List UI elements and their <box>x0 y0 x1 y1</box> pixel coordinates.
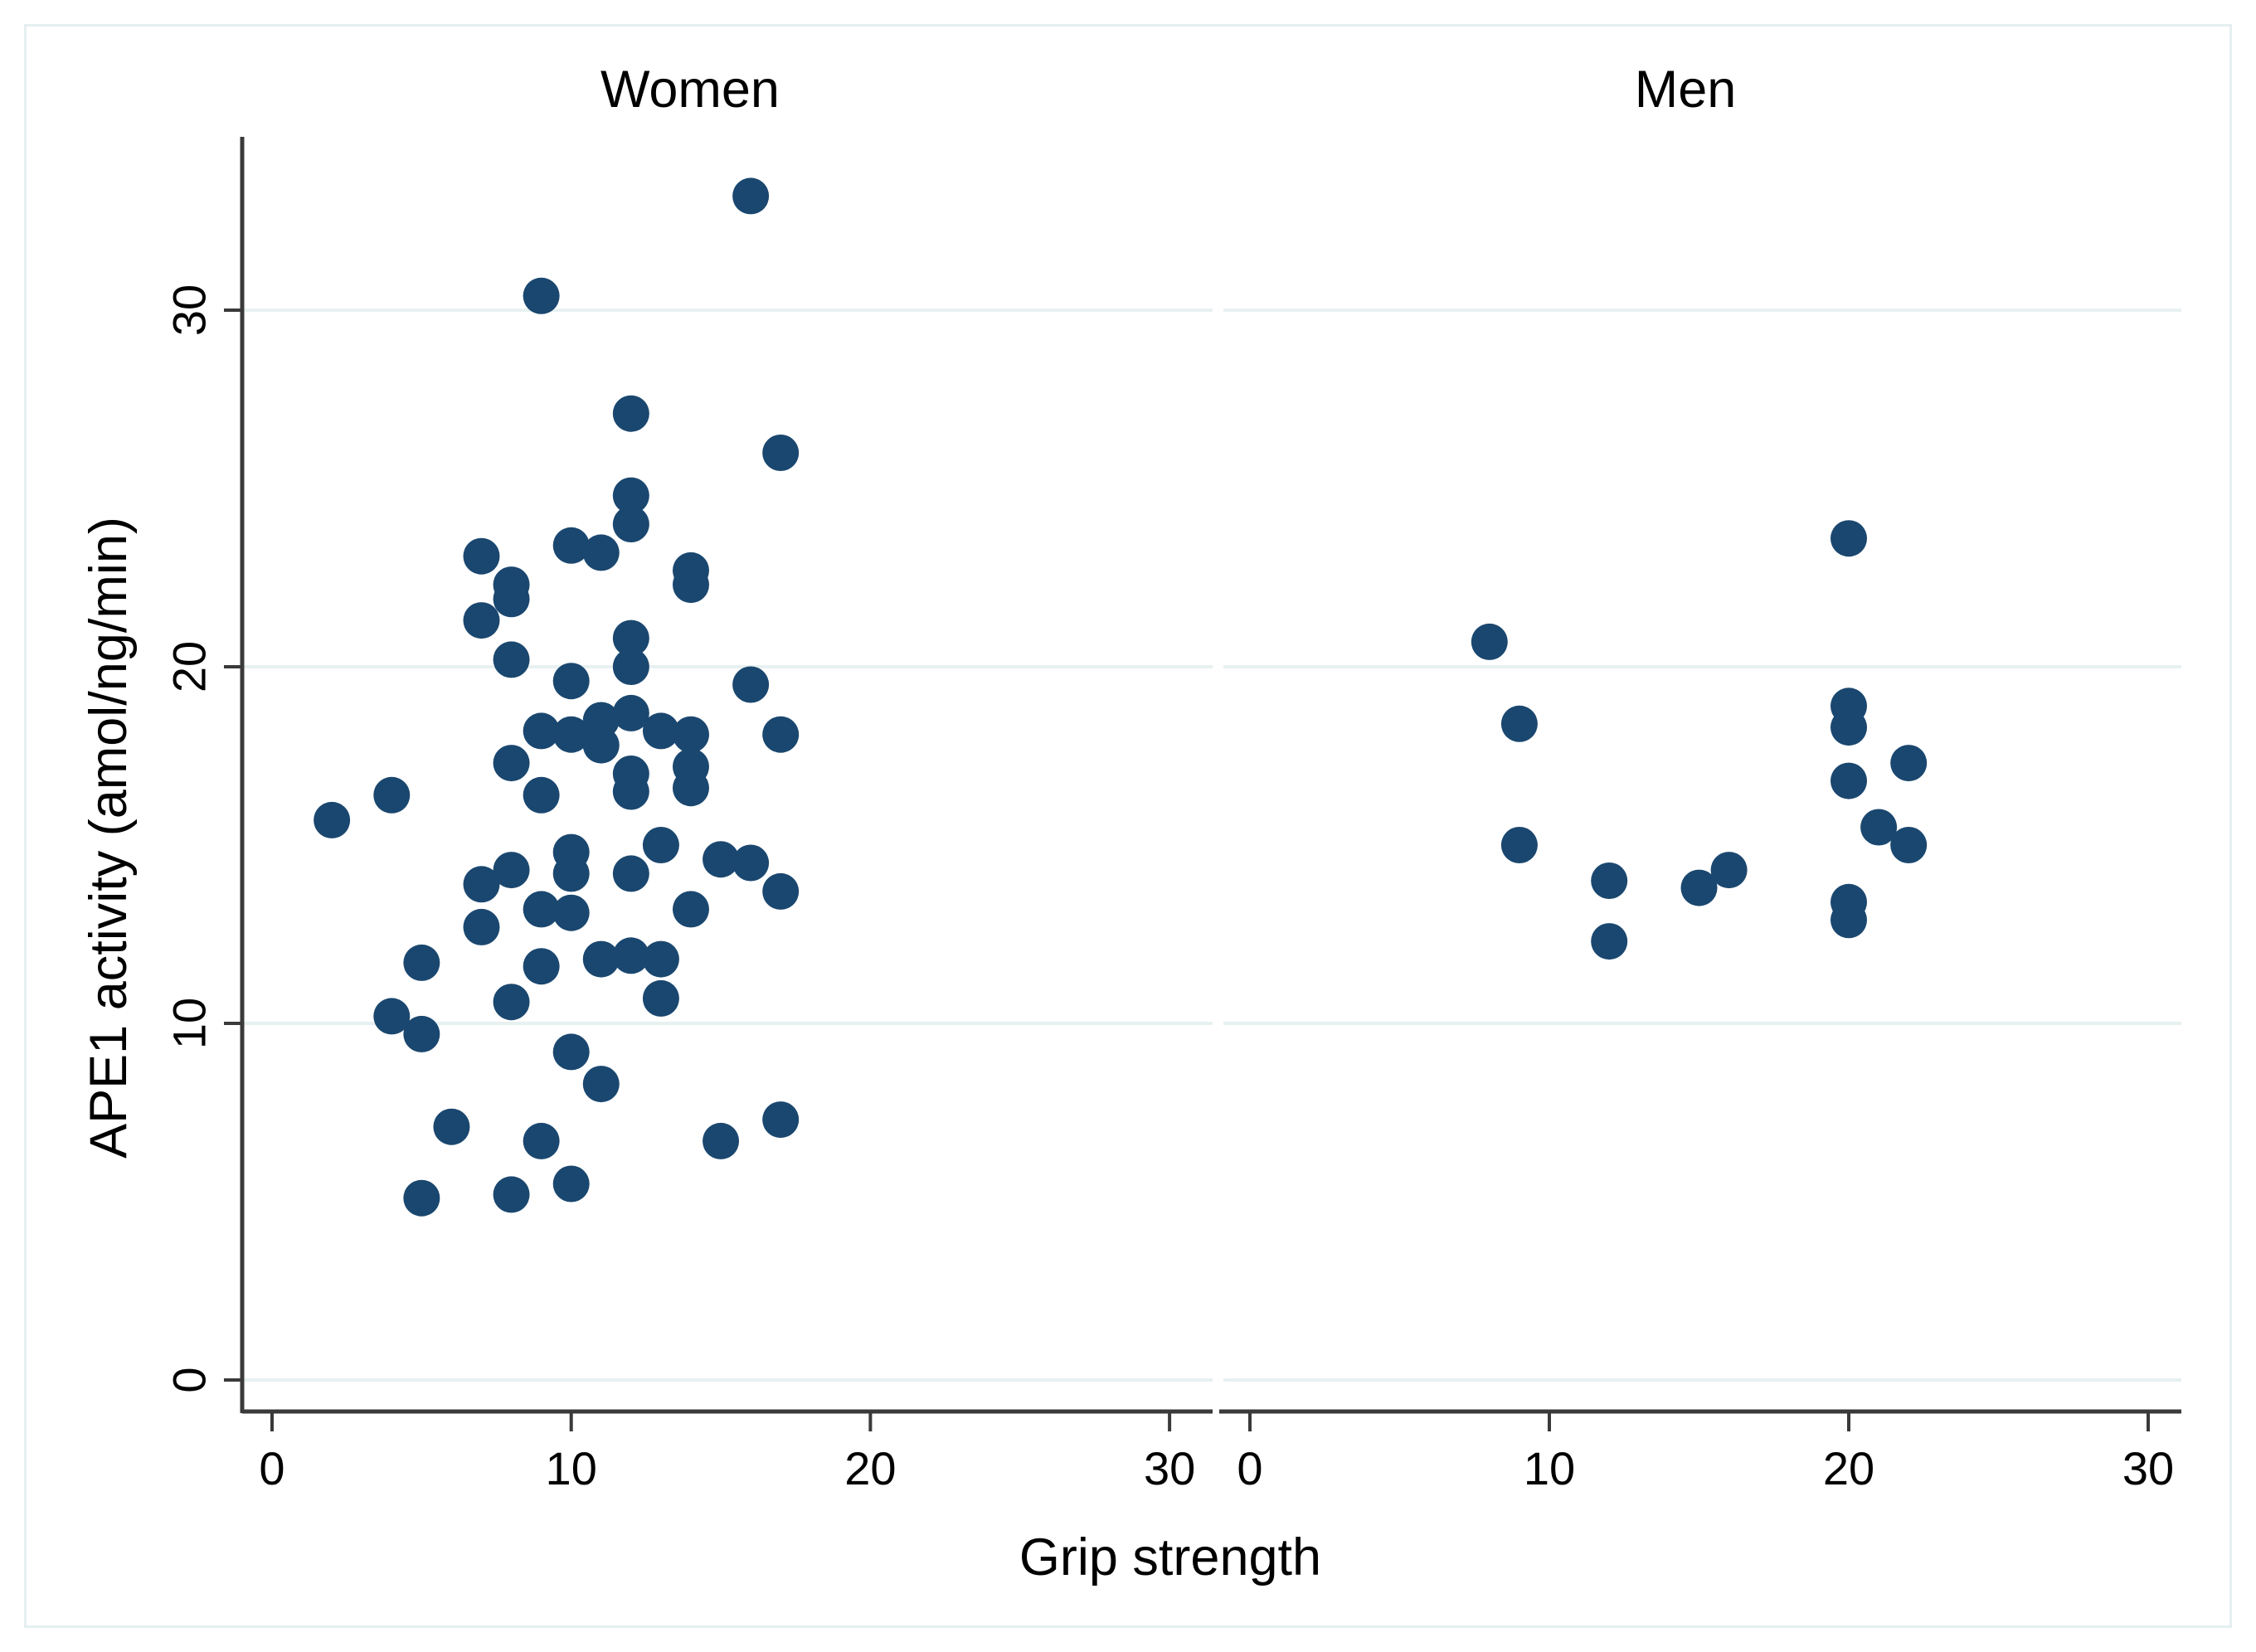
data-point <box>582 940 620 978</box>
data-point <box>493 581 530 618</box>
data-point <box>463 866 500 903</box>
data-point <box>612 477 649 514</box>
data-point <box>612 649 649 685</box>
y-tick-label: 20 <box>163 641 216 692</box>
data-point <box>612 620 649 657</box>
data-point <box>373 776 411 814</box>
data-point <box>1710 852 1748 889</box>
data-point <box>582 534 620 571</box>
data-point <box>582 702 620 739</box>
data-point <box>523 277 560 314</box>
x-tick-label: 10 <box>546 1442 597 1494</box>
data-point <box>523 712 560 750</box>
data-point <box>433 1108 470 1145</box>
x-tick-label: 20 <box>1823 1442 1874 1494</box>
data-point <box>1591 923 1628 960</box>
data-point <box>672 566 709 604</box>
data-point <box>762 1101 800 1139</box>
data-point <box>523 1122 560 1159</box>
y-tick-label: 0 <box>163 1367 216 1392</box>
data-point <box>523 948 560 985</box>
data-point <box>1831 709 1867 746</box>
y-tick-label: 10 <box>163 998 216 1049</box>
x-tick-label: 10 <box>1524 1442 1575 1494</box>
data-point <box>732 177 770 215</box>
data-point <box>1831 762 1867 799</box>
data-point <box>403 944 440 981</box>
data-point <box>314 801 351 838</box>
x-axis-label: Grip strength <box>1019 1528 1322 1586</box>
x-tick-label: 30 <box>1144 1442 1195 1494</box>
data-point <box>463 537 500 575</box>
data-point <box>552 716 590 753</box>
data-point <box>1831 520 1867 557</box>
data-point <box>762 872 800 910</box>
data-point <box>672 716 709 753</box>
data-point <box>1890 745 1928 782</box>
data-point <box>493 1176 530 1213</box>
data-point <box>1831 901 1867 939</box>
data-point <box>403 1179 440 1217</box>
data-point <box>703 841 740 878</box>
data-point <box>762 716 800 753</box>
data-point <box>642 827 679 863</box>
data-point <box>523 776 560 814</box>
data-point <box>732 666 770 703</box>
data-point <box>1680 869 1718 906</box>
data-point <box>552 1033 590 1071</box>
data-point <box>1890 827 1928 863</box>
data-point <box>612 773 649 810</box>
data-point <box>1500 827 1538 863</box>
data-point <box>1860 809 1898 846</box>
data-point <box>463 908 500 945</box>
data-point <box>552 527 590 564</box>
data-point <box>703 1122 740 1159</box>
data-point <box>642 979 679 1017</box>
data-point <box>582 1066 620 1103</box>
data-point <box>672 770 709 807</box>
x-tick-label: 30 <box>2122 1442 2174 1494</box>
data-point <box>732 844 770 882</box>
data-point <box>493 852 530 889</box>
data-point <box>762 435 800 471</box>
data-point <box>642 940 679 978</box>
panel-title-women: Women <box>600 61 780 119</box>
data-point <box>493 641 530 678</box>
data-point <box>582 726 620 764</box>
data-point <box>552 894 590 931</box>
x-tick-label: 0 <box>259 1442 284 1494</box>
data-point <box>612 506 649 542</box>
panel-title-men: Men <box>1634 61 1737 119</box>
data-point <box>552 1165 590 1203</box>
data-point <box>552 855 590 892</box>
data-point <box>523 891 560 928</box>
y-tick-label: 30 <box>163 284 216 336</box>
x-tick-label: 0 <box>1237 1442 1262 1494</box>
data-point <box>552 663 590 700</box>
data-point <box>1591 862 1628 899</box>
data-point <box>463 602 500 639</box>
data-point <box>612 855 649 892</box>
data-point <box>373 998 411 1035</box>
data-point <box>1471 623 1508 660</box>
y-axis-label: APE1 activity (amol/ng/min) <box>80 517 138 1159</box>
data-point <box>612 937 649 974</box>
data-point <box>493 984 530 1021</box>
data-point <box>672 891 709 928</box>
data-point <box>642 712 679 750</box>
x-tick-label: 20 <box>844 1442 896 1494</box>
data-point <box>403 1015 440 1052</box>
data-point <box>1500 705 1538 742</box>
data-point <box>493 745 530 782</box>
data-point <box>612 694 649 731</box>
data-point <box>612 395 649 432</box>
